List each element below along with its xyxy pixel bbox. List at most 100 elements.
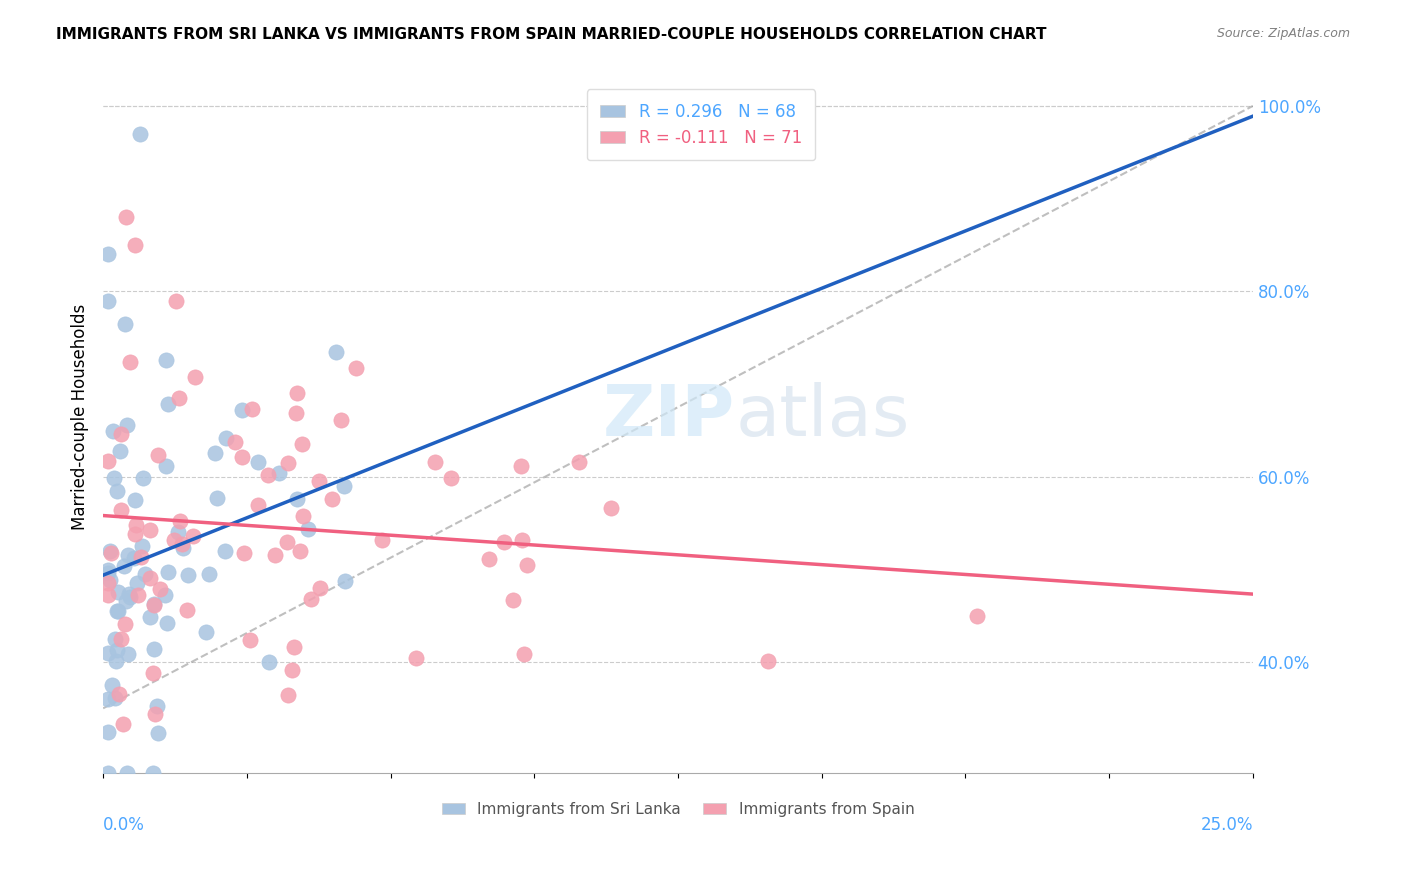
Point (111, 716, 134, 731)
Point (172, 537, 194, 551)
Point (257, 656, 280, 670)
Point (169, 392, 191, 406)
Point (172, 541, 194, 555)
Point (103, 471, 125, 485)
Text: IMMIGRANTS FROM SRI LANKA VS IMMIGRANTS FROM SPAIN MARRIED-COUPLE HOUSEHOLDS COR: IMMIGRANTS FROM SRI LANKA VS IMMIGRANTS … (56, 27, 1046, 42)
Text: 25.0%: 25.0% (1201, 816, 1253, 834)
Point (115, 594, 138, 608)
Point (97, 725, 120, 739)
Point (238, 633, 260, 648)
Point (107, 585, 129, 599)
Point (231, 402, 253, 417)
Point (321, 491, 343, 506)
Point (117, 549, 139, 563)
Legend: R = 0.296   N = 68, R = -0.111   N = 71: R = 0.296 N = 68, R = -0.111 N = 71 (586, 89, 815, 161)
Point (108, 443, 131, 458)
Point (112, 558, 135, 573)
Point (146, 725, 169, 739)
Point (143, 706, 166, 721)
Point (114, 317, 136, 331)
Point (100, 546, 122, 560)
Point (299, 592, 322, 607)
Point (756, 654, 779, 668)
Point (285, 406, 308, 420)
Point (510, 458, 533, 473)
Point (132, 470, 155, 484)
Point (215, 431, 238, 445)
Point (405, 650, 427, 665)
Point (105, 484, 128, 499)
Point (290, 437, 312, 451)
Point (117, 648, 139, 662)
Point (104, 690, 127, 705)
Point (108, 687, 131, 701)
Point (156, 397, 179, 411)
Point (97, 247, 120, 261)
Point (122, 551, 145, 566)
Point (181, 529, 204, 543)
Point (139, 523, 162, 537)
Point (292, 509, 315, 524)
Point (142, 665, 165, 680)
Point (107, 604, 129, 618)
Point (143, 598, 166, 612)
Point (285, 386, 308, 401)
Point (110, 632, 132, 647)
Point (267, 467, 290, 481)
Point (247, 455, 270, 469)
Point (97, 588, 120, 602)
Point (290, 544, 312, 558)
Point (124, 238, 146, 252)
Point (325, 345, 347, 359)
Point (370, 533, 392, 547)
Point (97, 566, 120, 580)
Point (125, 575, 148, 590)
Point (157, 565, 180, 579)
Point (110, 503, 132, 517)
Point (120, 355, 142, 369)
Point (263, 548, 285, 562)
Point (134, 567, 156, 582)
Point (246, 498, 269, 512)
Point (283, 640, 305, 654)
Point (308, 475, 330, 489)
Point (97, 454, 120, 468)
Point (440, 471, 463, 485)
Point (127, 588, 149, 602)
Point (97, 766, 120, 780)
Point (155, 459, 177, 474)
Point (516, 558, 538, 572)
Point (214, 544, 236, 558)
Point (115, 766, 138, 780)
Point (165, 294, 187, 309)
Text: atlas: atlas (735, 382, 910, 450)
Point (205, 491, 228, 506)
Point (599, 501, 621, 516)
Point (142, 766, 165, 780)
Point (966, 608, 988, 623)
Point (478, 552, 501, 566)
Point (277, 456, 299, 470)
Point (124, 492, 146, 507)
Point (333, 479, 356, 493)
Text: 0.0%: 0.0% (103, 816, 145, 834)
Point (143, 642, 166, 657)
Point (97, 293, 120, 308)
Point (285, 491, 308, 506)
Point (198, 566, 221, 581)
Point (195, 624, 218, 639)
Point (277, 688, 299, 702)
Point (155, 615, 177, 630)
Point (231, 450, 253, 464)
Point (513, 647, 536, 661)
Point (142, 597, 165, 611)
Point (502, 593, 524, 607)
Point (98, 543, 121, 558)
Point (330, 412, 353, 426)
Point (224, 434, 246, 449)
Point (101, 677, 124, 691)
Point (105, 604, 128, 618)
Point (204, 446, 226, 460)
Point (118, 587, 141, 601)
Point (184, 369, 207, 384)
